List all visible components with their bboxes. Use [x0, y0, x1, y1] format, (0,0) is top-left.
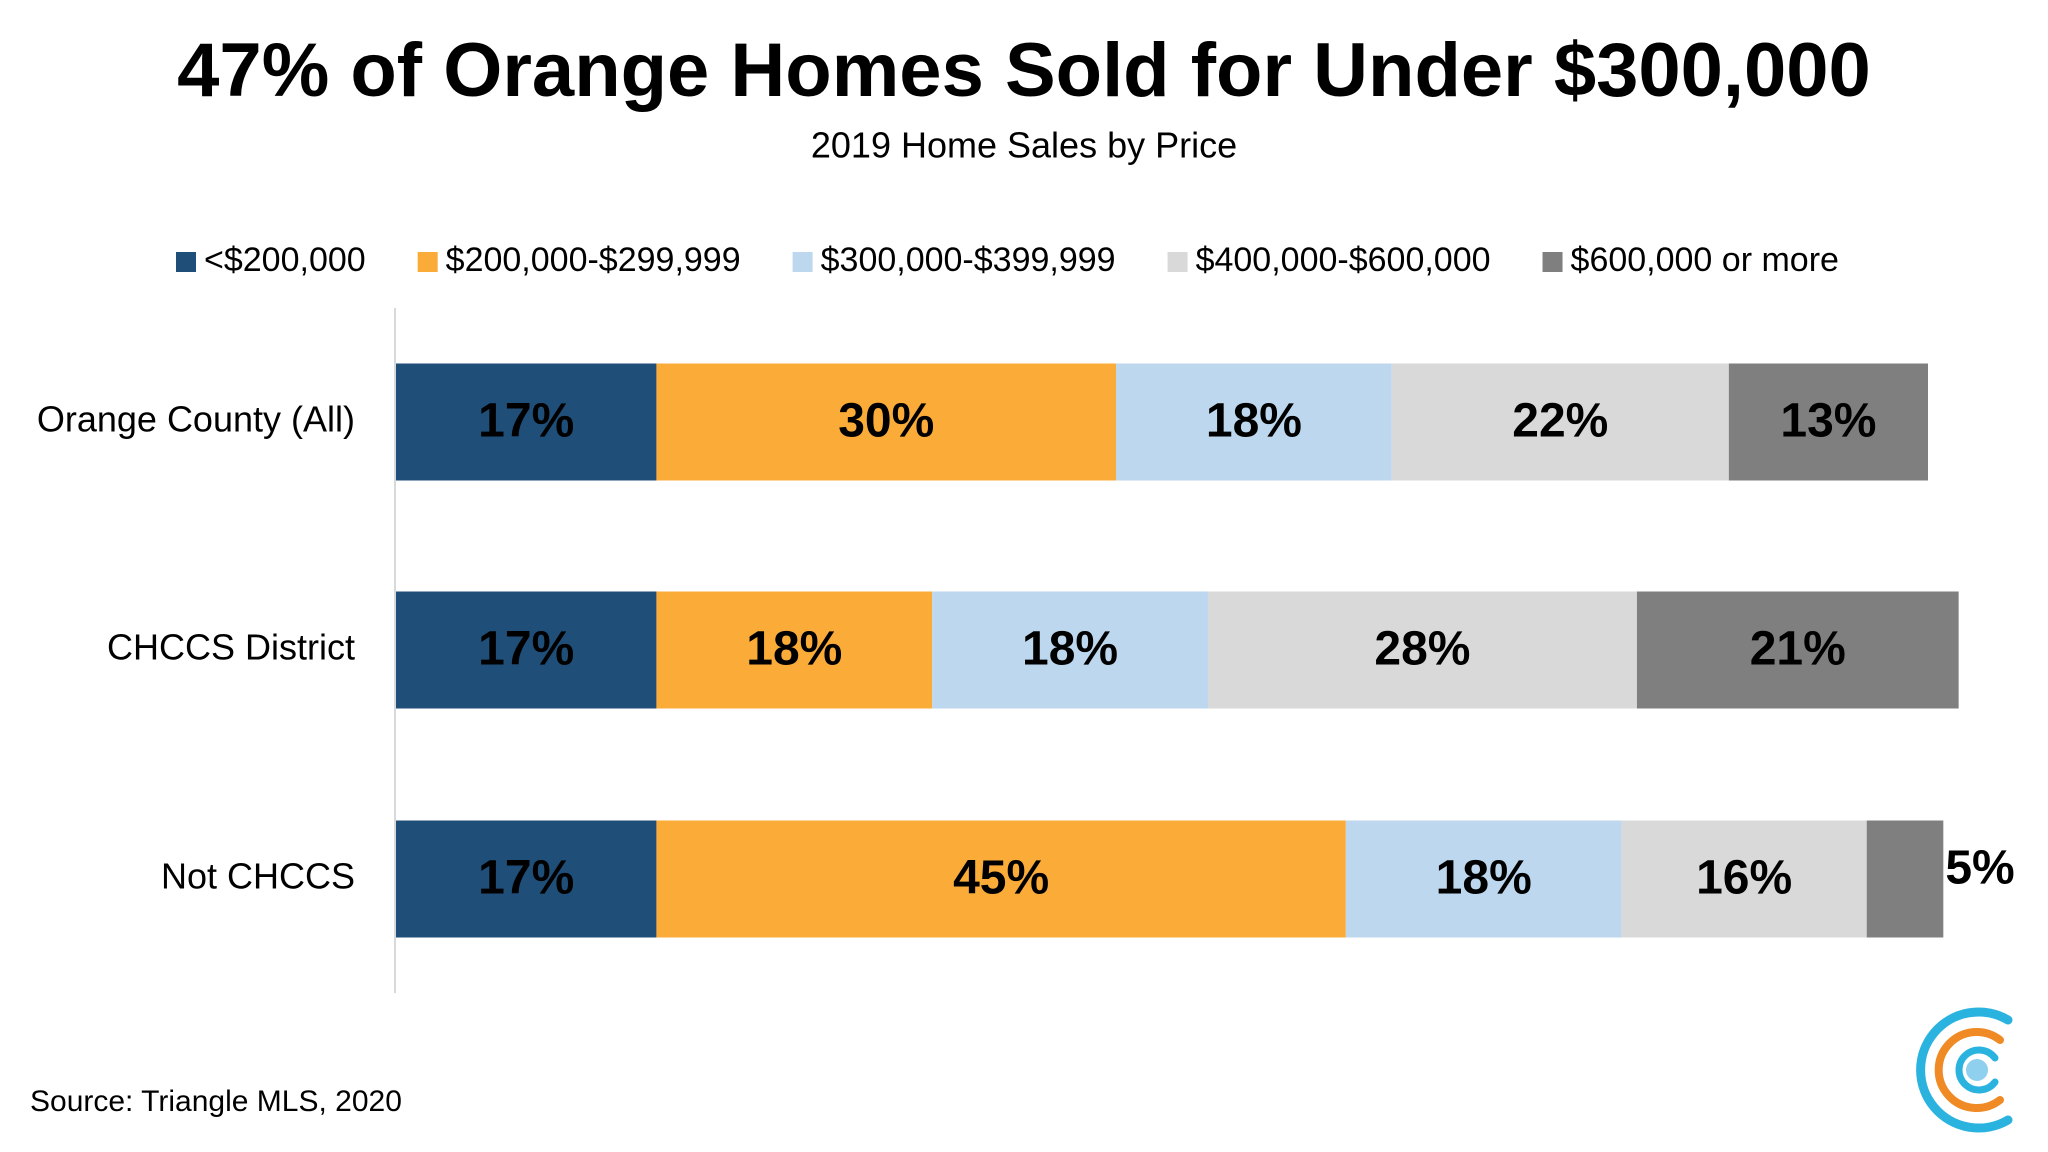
y-tick-label: Not CHCCS [161, 856, 355, 897]
data-label: 30% [838, 395, 934, 448]
data-label: 28% [1374, 623, 1470, 676]
source-note: Source: Triangle MLS, 2020 [30, 1085, 402, 1118]
bar-segment [1866, 820, 1944, 938]
bar-segment [1116, 363, 1392, 481]
bar-segment [1621, 820, 1867, 938]
bar-segment [656, 363, 1117, 481]
legend-label: $400,000-$600,000 [1196, 241, 1491, 279]
data-label: 17% [478, 852, 574, 905]
bar-segment [396, 820, 657, 938]
data-label: 45% [953, 852, 1049, 905]
chart-subtitle: 2019 Home Sales by Price [811, 125, 1237, 166]
legend-label: <$200,000 [204, 241, 366, 279]
legend-label: $300,000-$399,999 [821, 241, 1116, 279]
y-tick-label: CHCCS District [107, 627, 355, 668]
bar-segment [656, 820, 1346, 938]
chart-title: 47% of Orange Homes Sold for Under $300,… [177, 28, 1871, 113]
bar-segment [1391, 363, 1729, 481]
y-tick-label: Orange County (All) [37, 399, 355, 440]
data-label: 18% [1022, 623, 1118, 676]
data-label: 13% [1780, 395, 1876, 448]
data-label: 17% [478, 395, 574, 448]
data-label: 22% [1512, 395, 1608, 448]
legend-label: $200,000-$299,999 [446, 241, 741, 279]
legend-swatch [1167, 252, 1188, 272]
data-label: 5% [1945, 842, 2014, 895]
legend-swatch [1542, 252, 1563, 272]
legend-swatch [792, 252, 813, 272]
data-label: 18% [1206, 395, 1302, 448]
legend-swatch [176, 252, 196, 272]
legend-label: $600,000 or more [1571, 241, 1839, 279]
logo [1916, 1007, 2013, 1133]
data-label: 18% [746, 623, 842, 676]
legend-swatch [417, 252, 438, 272]
bar-segment [1728, 363, 1928, 481]
data-label: 16% [1696, 852, 1792, 905]
bar-segment [656, 591, 933, 709]
bar-segment [1345, 820, 1622, 938]
data-label: 18% [1436, 852, 1532, 905]
bar-segment [1207, 591, 1637, 709]
bar-segment [932, 591, 1208, 709]
bar-segment [1636, 591, 1959, 709]
data-label: 21% [1750, 623, 1846, 676]
bar-segment [396, 591, 657, 709]
bar-segment [396, 363, 657, 481]
data-label: 17% [478, 623, 574, 676]
